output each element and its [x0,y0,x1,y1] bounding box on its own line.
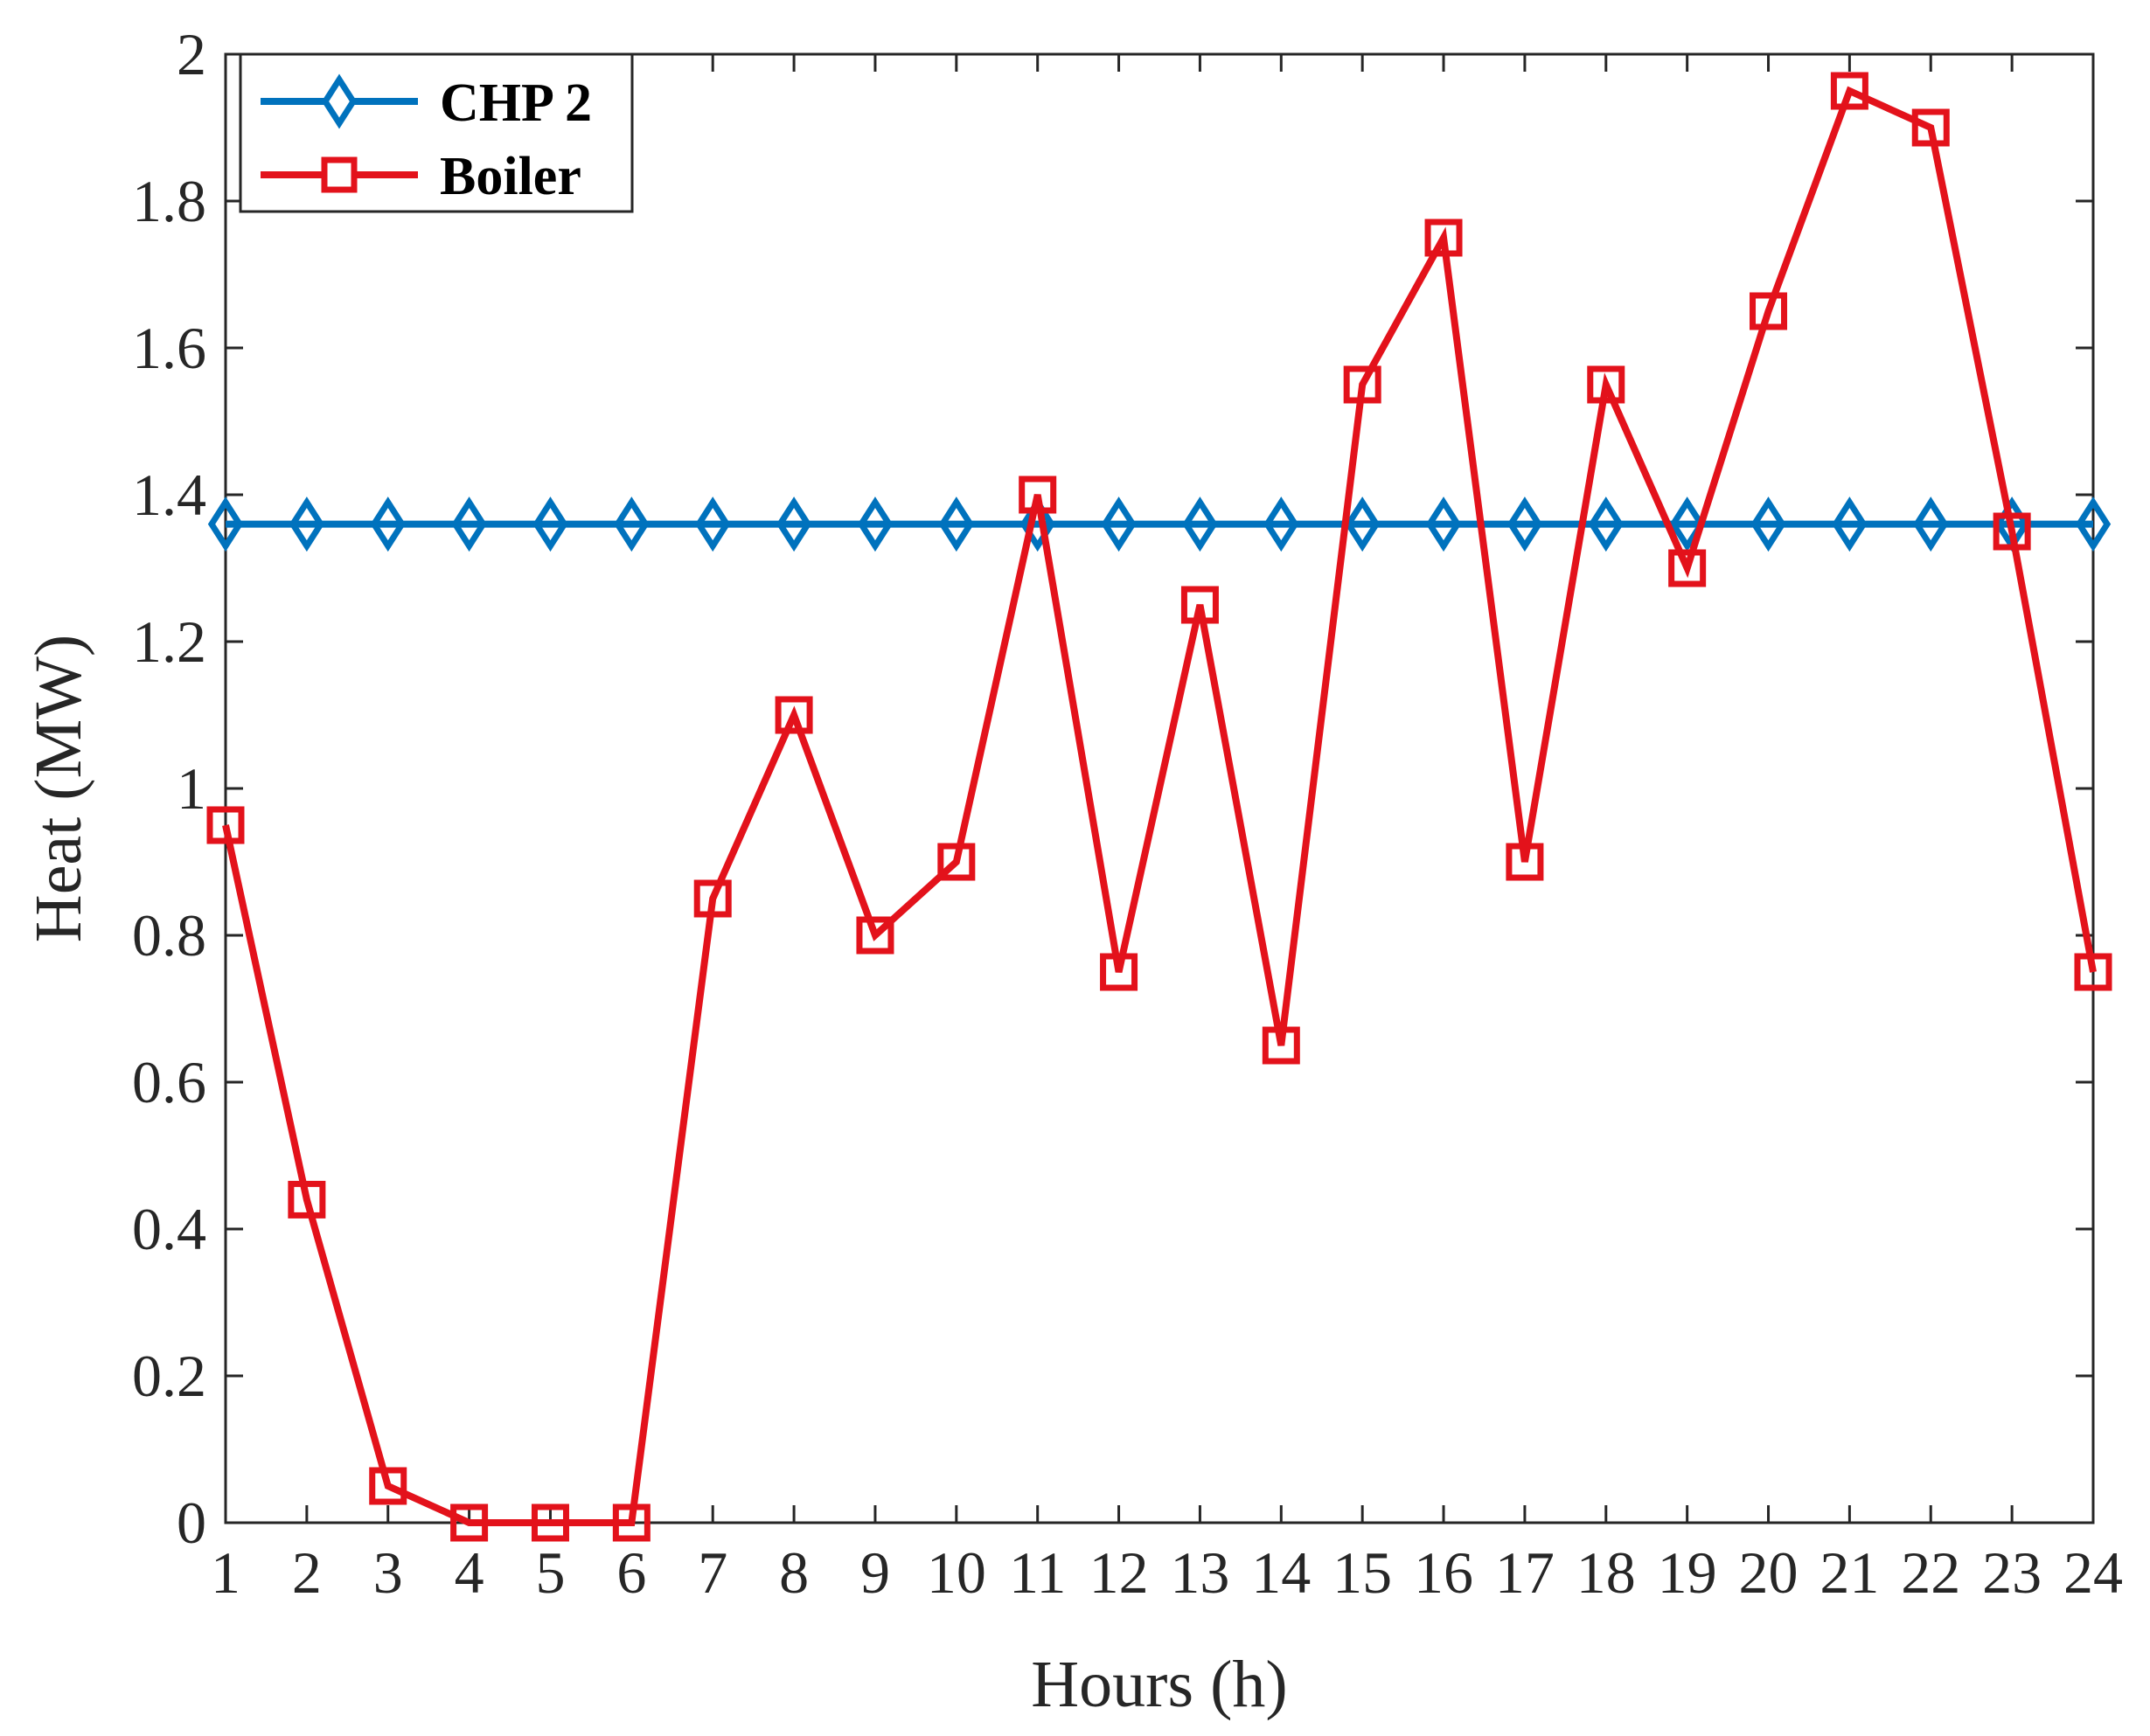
data-point-boiler [1993,512,2031,551]
data-point-chp-2 [1588,496,1624,552]
x-tick-label: 7 [698,1539,727,1606]
data-point-boiler [775,696,813,734]
x-tick-label: 2 [292,1539,322,1606]
data-point-boiler [1911,108,1950,147]
x-tick-label: 14 [1251,1539,1311,1606]
x-tick-label: 12 [1089,1539,1149,1606]
legend: CHP 2 Boiler [239,52,634,213]
data-point-boiler [369,1467,407,1505]
data-point-boiler [1668,549,1707,587]
data-point-boiler [1262,1026,1300,1065]
y-tick-label: 1.4 [132,462,206,528]
x-tick-label: 10 [927,1539,986,1606]
data-point-chp-2 [1101,496,1137,552]
data-point-boiler [693,879,732,918]
y-tick-label: 0 [177,1489,206,1556]
data-point-boiler [1506,843,1544,881]
data-point-chp-2 [614,496,650,552]
x-tick-label: 21 [1819,1539,1879,1606]
x-tick-label: 5 [535,1539,565,1606]
y-tick-label: 0.6 [132,1049,206,1115]
data-point-boiler [1100,953,1138,991]
x-tick-label: 3 [373,1539,403,1606]
x-tick-label: 4 [455,1539,484,1606]
x-tick-label: 8 [779,1539,809,1606]
series-chp-2 [207,496,2112,552]
y-tick-label: 2 [177,21,206,87]
data-point-boiler [937,843,976,881]
data-point-chp-2 [1913,496,1949,552]
x-tick-label: 22 [1901,1539,1960,1606]
data-point-chp-2 [532,496,568,552]
data-point-chp-2 [1019,496,1055,552]
data-point-boiler [1019,476,1057,514]
data-point-boiler [1424,219,1463,257]
data-point-chp-2 [370,496,406,552]
legend-marker-boiler [321,156,358,193]
y-axis: 0 0.2 0.4 0.6 0.8 1 1.2 1.4 1.6 1.8 2 [132,21,2093,1556]
data-point-chp-2 [1669,496,1705,552]
x-tick-label: 9 [860,1539,890,1606]
data-point-chp-2 [1182,496,1218,552]
x-tick-label: 18 [1576,1539,1636,1606]
x-tick-label: 13 [1170,1539,1229,1606]
data-point-boiler [531,1503,569,1542]
data-point-chp-2 [938,496,974,552]
y-tick-label: 1.2 [132,608,206,675]
data-point-boiler [206,806,245,844]
y-axis-title: Heat (MW) [22,635,95,942]
data-point-chp-2 [2075,496,2112,552]
series-layer [206,72,2112,1542]
data-point-chp-2 [1425,496,1462,552]
x-tick-label: 19 [1658,1539,1717,1606]
legend-label-chp2: CHP 2 [440,73,592,133]
x-tick-label: 16 [1414,1539,1473,1606]
data-point-chp-2 [1750,496,1786,552]
data-point-boiler [2074,953,2112,991]
data-point-chp-2 [451,496,487,552]
data-point-boiler [856,916,894,955]
data-point-chp-2 [776,496,812,552]
x-tick-label: 23 [1982,1539,2042,1606]
x-tick-label: 6 [616,1539,646,1606]
data-point-boiler [1180,586,1219,624]
x-tick-label: 20 [1739,1539,1799,1606]
data-point-chp-2 [1832,496,1868,552]
legend-label-boiler: Boiler [440,147,581,206]
data-point-boiler [1750,292,1788,330]
data-point-boiler [612,1503,651,1542]
x-tick-label: 11 [1009,1539,1066,1606]
y-tick-label: 1.6 [132,315,206,381]
x-axis-title: Hours (h) [1031,1648,1287,1721]
data-point-chp-2 [207,496,244,552]
data-point-chp-2 [1263,496,1299,552]
data-point-chp-2 [1506,496,1543,552]
y-tick-label: 0.8 [132,902,206,969]
y-tick-label: 0.4 [132,1196,206,1262]
data-point-chp-2 [695,496,731,552]
y-tick-label: 1.8 [132,168,206,234]
data-point-boiler [1343,365,1381,404]
y-tick-label: 0.2 [132,1343,206,1409]
series-boiler [206,72,2112,1542]
x-tick-label: 17 [1495,1539,1555,1606]
y-tick-label: 1 [177,755,206,822]
data-point-chp-2 [289,496,325,552]
x-tick-label: 1 [211,1539,240,1606]
data-point-boiler [450,1503,489,1542]
legend-marker-chp2 [321,73,358,129]
data-point-chp-2 [1345,496,1381,552]
legend-box [239,52,634,213]
data-point-boiler [1830,72,1868,110]
x-tick-label: 24 [2063,1539,2123,1606]
x-tick-label: 15 [1332,1539,1392,1606]
data-point-boiler [288,1180,326,1219]
x-axis: 1 2 3 4 5 6 7 8 9 10 11 12 13 14 15 16 17 18 19 20 21 22 23 24 [211,54,2123,1606]
data-point-boiler [1587,365,1625,404]
data-point-chp-2 [857,496,894,552]
